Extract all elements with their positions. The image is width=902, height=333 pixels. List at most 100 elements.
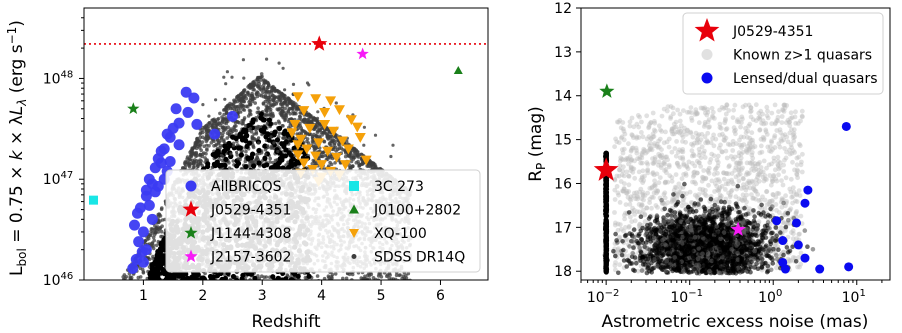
sdss-point [219, 276, 225, 280]
sdss-point [282, 101, 286, 105]
sdss-point [261, 90, 265, 95]
sdss-point [333, 272, 338, 276]
sdss-point [242, 117, 246, 121]
allbricqs-point [173, 117, 185, 129]
sdss-point [145, 237, 149, 242]
sdss-point [351, 164, 355, 168]
sdss-point [258, 84, 263, 89]
sdss-point [241, 121, 245, 126]
sdss-point [404, 280, 408, 284]
sdss-point [349, 281, 353, 285]
sdss-point [238, 152, 244, 158]
sdss-point [271, 104, 275, 108]
sdss-point [337, 146, 342, 151]
sdss-point [218, 111, 222, 116]
sdss-point [277, 131, 282, 136]
sdss-point [271, 281, 275, 285]
sdss-point [352, 147, 357, 151]
sdss-point [211, 125, 216, 130]
sdss-point [235, 150, 239, 154]
sdss-point [272, 278, 278, 280]
sdss-point [158, 242, 164, 248]
sdss-point [152, 259, 158, 265]
sdss-point [222, 75, 226, 79]
sdss-point [281, 66, 285, 70]
allbricqs-point [180, 86, 192, 98]
sdss-point [194, 150, 199, 155]
sdss-point [315, 274, 320, 278]
sdss-point [257, 110, 261, 114]
sdss-point [279, 141, 285, 147]
sdss-point [244, 104, 249, 109]
sdss-point [239, 110, 243, 114]
sdss-point [401, 274, 406, 279]
sdss-point [329, 281, 333, 285]
sdss-point [242, 99, 246, 104]
x-tick-label: 6 [436, 288, 445, 304]
sdss-point [255, 152, 259, 157]
sdss-point [283, 276, 289, 280]
sdss-point [274, 102, 279, 106]
sdss-point [244, 143, 250, 149]
sdss-point [319, 127, 324, 131]
sdss-point [284, 98, 288, 102]
sdss-point [273, 121, 278, 126]
allbricqs-point [129, 219, 140, 231]
sdss-point [387, 276, 392, 280]
sdss-point [258, 93, 262, 97]
sdss-point [223, 128, 227, 132]
sdss-point [200, 140, 205, 144]
known-quasar-point [617, 262, 622, 268]
allbricqs-point [131, 207, 143, 219]
3c273-point [89, 195, 99, 205]
y-tick-label: 1048 [43, 69, 74, 87]
sdss-point [314, 134, 319, 138]
sdss-point [159, 234, 163, 239]
sdss-point [124, 282, 128, 286]
sdss-point [219, 135, 224, 140]
allbricqs-point [127, 263, 139, 275]
sdss-point [197, 139, 201, 143]
sdss-point [317, 128, 321, 133]
sdss-point [202, 144, 206, 148]
sdss-point [321, 131, 325, 135]
sdss-point [368, 159, 373, 164]
sdss-point [138, 266, 142, 271]
sdss-point [250, 137, 254, 141]
xq100-point [292, 92, 304, 103]
sdss-point [334, 101, 338, 105]
sdss-point [326, 274, 331, 279]
sdss-point [343, 154, 348, 159]
y-tick-label: 1046 [43, 271, 74, 289]
sdss-point [261, 94, 266, 99]
sdss-point [217, 140, 221, 145]
sdss-point [180, 281, 184, 285]
x-tick-label: 5 [377, 288, 386, 304]
sdss-point [300, 128, 304, 132]
allbricqs-point [143, 199, 155, 211]
sdss-point [268, 281, 272, 285]
sdss-point [176, 273, 182, 279]
sdss-point [266, 105, 271, 110]
sdss-point [306, 141, 311, 145]
sdss-point [311, 140, 315, 145]
sdss-point [290, 278, 296, 280]
sdss-point [190, 273, 196, 280]
sdss-point [310, 162, 315, 166]
sdss-point [228, 277, 233, 280]
sdss-point [394, 273, 399, 278]
sdss-point [258, 115, 264, 121]
sdss-point [224, 82, 228, 86]
sdss-point [121, 275, 125, 279]
j0100-2802-point [453, 65, 463, 75]
sdss-point [239, 137, 246, 143]
sdss-point [150, 265, 156, 272]
sdss-point [225, 136, 229, 140]
sdss-point [269, 135, 273, 139]
sdss-point [283, 106, 288, 111]
sdss-point [370, 166, 375, 170]
sdss-point [184, 281, 188, 285]
sdss-point [370, 162, 375, 167]
sdss-point [315, 116, 320, 120]
